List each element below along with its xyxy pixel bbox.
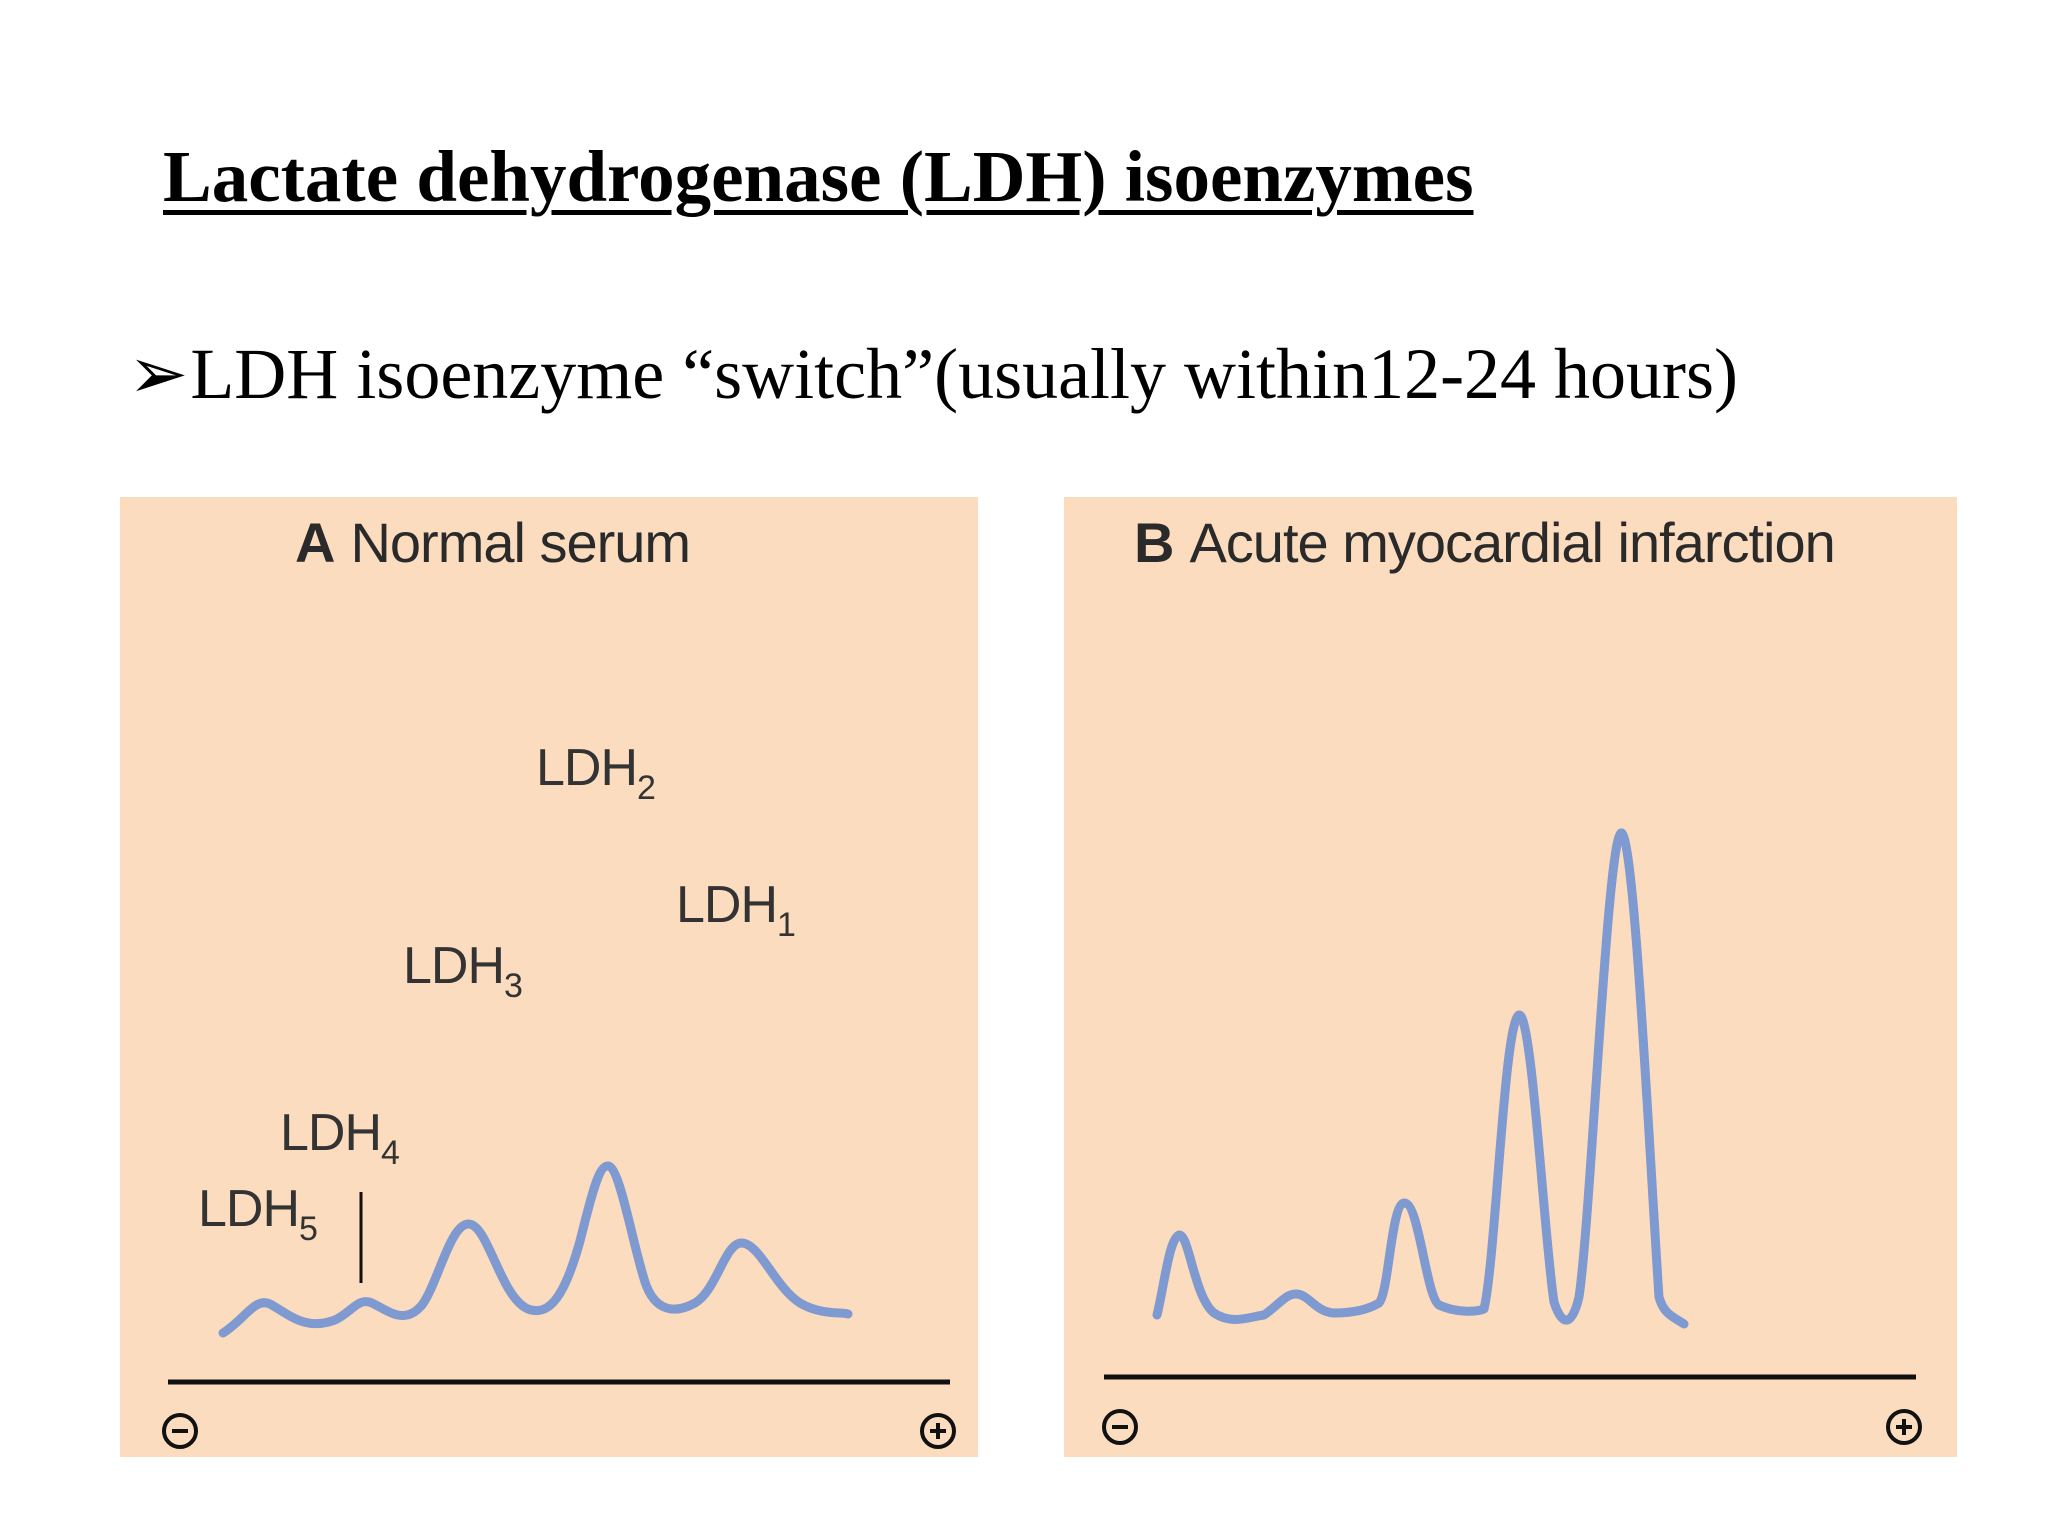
label-subscript: 3 [504,967,523,1005]
electrophoresis-plot-mi [1104,828,1916,1380]
label-text: LDH [198,1180,300,1238]
panel-title: Acute myocardial infarction [1189,511,1835,574]
label-text: LDH [676,876,778,934]
electrophoresis-plot-normal [168,1161,950,1385]
label-subscript: 2 [637,769,656,807]
plus-circle-icon [1886,1409,1922,1445]
label-ldh2: LDH2 [536,739,656,805]
label-ldh5: LDH5 [198,1180,318,1246]
label-subscript: 1 [777,906,796,944]
panel-normal-serum: A Normal serum LDH2 LDH1 LDH3 LDH4 LDH5 [120,497,978,1457]
arrow-bullet-icon: ➢ [128,334,189,414]
label-text: LDH [280,1104,382,1162]
bullet-point: ➢LDH isoenzyme “switch”(usually within12… [128,338,1738,410]
label-text: LDH [403,937,505,995]
panel-letter: A [295,511,335,574]
label-ldh4: LDH4 [280,1104,400,1170]
slide-title: Lactate dehydrogenase (LDH) isoenzymes [163,136,1474,217]
label-subscript: 4 [381,1134,400,1172]
panel-acute-mi: B Acute myocardial infarction [1064,497,1957,1457]
minus-circle-icon [1102,1409,1138,1445]
panel-letter: B [1134,511,1174,574]
panel-b-heading: B Acute myocardial infarction [1134,515,1836,571]
normal-serum-trace [218,1161,853,1338]
minus-circle-icon [162,1413,198,1449]
bullet-text: LDH isoenzyme “switch”(usually within12-… [190,334,1739,414]
plus-circle-icon [920,1413,956,1449]
acute-mi-trace [1152,828,1689,1329]
label-subscript: 5 [299,1210,318,1248]
panel-title: Normal serum [350,511,691,574]
label-ldh3: LDH3 [403,937,523,1003]
label-text: LDH [536,739,638,797]
panel-a-heading: A Normal serum [295,515,691,571]
label-ldh1: LDH1 [676,876,796,942]
